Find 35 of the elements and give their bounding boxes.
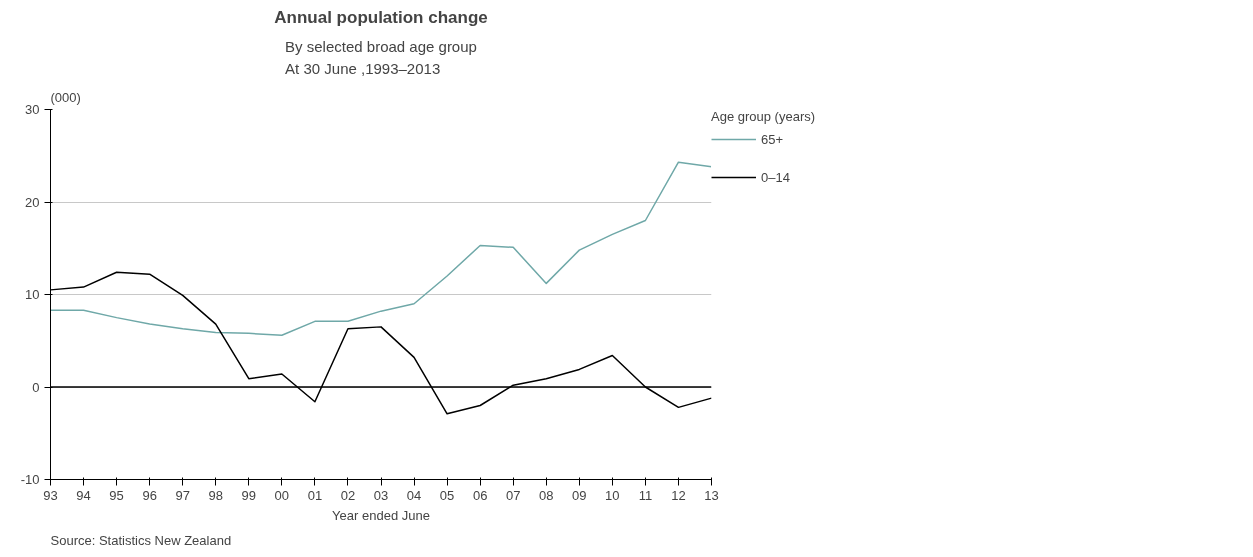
x-tick-label: 07: [505, 487, 521, 503]
x-tick-label: 00: [274, 487, 290, 503]
chart-title: Annual population change: [274, 7, 488, 27]
x-tick-label: 03: [373, 487, 389, 503]
chart-subtitle: By selected broad age group At 30 June ,1993–2013: [285, 38, 477, 78]
x-tick-label: 12: [671, 487, 686, 503]
legend-title: Age group (years): [711, 109, 816, 124]
y-tick-label: 30: [25, 102, 40, 117]
x-tick-label: 01: [307, 487, 323, 503]
x-tick-label: 97: [175, 487, 190, 503]
x-tick-label: 10: [605, 487, 620, 503]
x-tick-label: 93: [43, 487, 58, 503]
x-tick-label: 08: [539, 487, 554, 503]
x-tick-label: 02: [340, 487, 356, 503]
x-tick-label: 11: [638, 487, 653, 503]
x-tick-label: 96: [142, 487, 157, 503]
x-tick-label: 06: [472, 487, 488, 503]
x-tick-label: 98: [208, 487, 223, 503]
x-tick-label: 13: [704, 487, 719, 503]
x-tick-label: 95: [109, 487, 124, 503]
x-tick-label: 99: [241, 487, 257, 503]
y-tick-label: 10: [25, 287, 40, 302]
x-tick-label: 05: [439, 487, 455, 503]
x-tick-label: 09: [572, 487, 587, 503]
line-series: [50, 161, 712, 336]
legend-label: 65+: [761, 131, 784, 147]
y-tick-label: 0: [32, 379, 40, 395]
y-tick-label: -10: [20, 472, 40, 487]
x-tick-label: 94: [76, 487, 91, 503]
x-tick-label: 04: [406, 487, 422, 503]
legend-label: 0–14: [761, 169, 790, 185]
x-axis-title: Year ended June: [332, 507, 430, 523]
source-note: Source: Statistics New Zealand: [50, 532, 232, 548]
y-axis-title: (000): [50, 89, 81, 105]
y-tick-label: 20: [25, 194, 40, 210]
